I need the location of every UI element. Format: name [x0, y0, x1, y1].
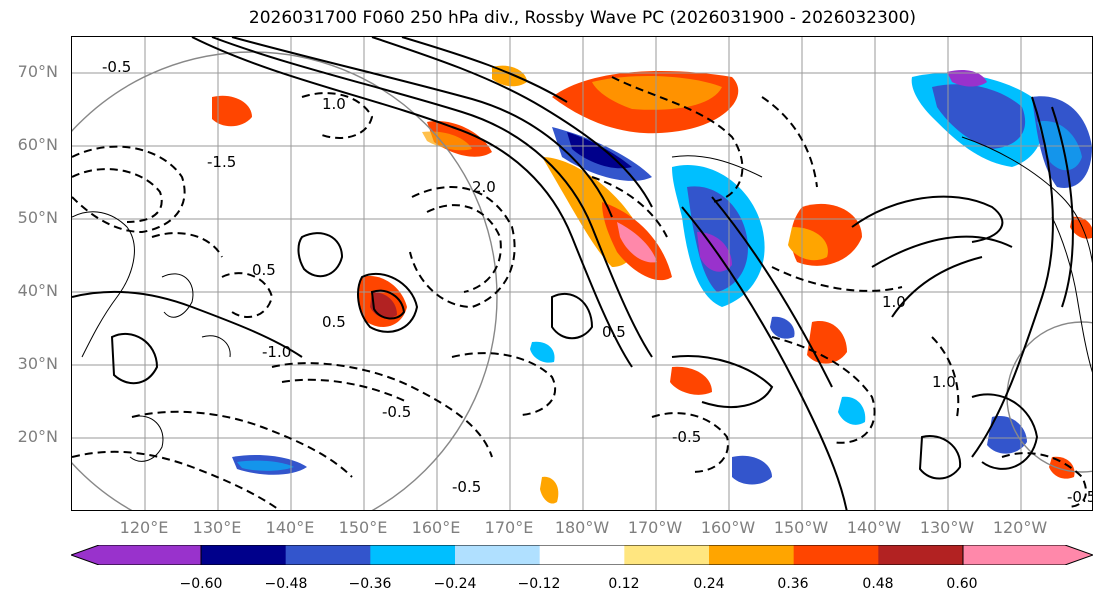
colorbar-cell — [201, 545, 287, 565]
colorbar-cell — [709, 545, 795, 565]
lat-label-50n: 50°N — [17, 208, 58, 227]
contour-labels: -0.5 1.0 -1.5 0.5 -1.0 2.0 -0.5 1.0 0.5 … — [102, 58, 1093, 506]
map-panel: -0.5 1.0 -1.5 0.5 -1.0 2.0 -0.5 1.0 0.5 … — [71, 36, 1093, 511]
contour-label: -0.5 — [452, 478, 481, 496]
lon-label-140w: 140°W — [846, 518, 902, 537]
contour-label: -0.5 — [102, 58, 131, 76]
map-canvas: -0.5 1.0 -1.5 0.5 -1.0 2.0 -0.5 1.0 0.5 … — [72, 37, 1093, 510]
contour-label: 1.0 — [932, 373, 956, 391]
lat-label-40n: 40°N — [17, 281, 58, 300]
graticule — [72, 37, 1092, 510]
colorbar-cells — [200, 545, 964, 565]
colorbar-max-arrow — [962, 545, 1093, 565]
lon-label-170e: 170°E — [484, 518, 534, 537]
colorbar-cell — [793, 545, 879, 565]
colorbar-cell — [455, 545, 541, 565]
colorbar — [71, 545, 1093, 565]
colorbar-tick: −0.36 — [348, 576, 392, 592]
contour-label: 0.5 — [252, 261, 276, 279]
colorbar-min-arrow — [71, 545, 202, 565]
contour-label: 0.5 — [322, 313, 346, 331]
colorbar-tick: 0.24 — [693, 576, 725, 592]
colorbar-cell — [285, 545, 371, 565]
colorbar-tick: 0.60 — [946, 576, 978, 592]
lat-label-70n: 70°N — [17, 62, 58, 81]
colorbar-tick: −0.24 — [433, 576, 477, 592]
contour-label: 1.0 — [882, 293, 906, 311]
lon-label-180w: 180°W — [554, 518, 610, 537]
lon-label-160w: 160°W — [700, 518, 756, 537]
negative-contours — [72, 76, 1087, 510]
lat-label-60n: 60°N — [17, 135, 58, 154]
colorbar-cell — [370, 545, 456, 565]
lon-label-150w: 150°W — [773, 518, 829, 537]
lat-label-20n: 20°N — [17, 427, 58, 446]
colorbar-tick: 0.12 — [608, 576, 640, 592]
lon-label-170w: 170°W — [627, 518, 683, 537]
colorbar-cell — [624, 545, 710, 565]
lon-label-150e: 150°E — [338, 518, 388, 537]
lon-label-130e: 130°E — [192, 518, 242, 537]
contour-label: 0.5 — [602, 323, 626, 341]
contour-label: -0.5 — [1067, 488, 1093, 506]
contour-label: 2.0 — [472, 178, 496, 196]
colorbar-tick: 0.48 — [862, 576, 894, 592]
colorbar-tick: −0.12 — [517, 576, 561, 592]
contour-label: -1.5 — [207, 153, 236, 171]
colorbar-tick: 0.36 — [777, 576, 809, 592]
map-title: 2026031700 F060 250 hPa div., Rossby Wav… — [248, 8, 917, 28]
contour-label: -0.5 — [382, 403, 411, 421]
positive-contours — [72, 37, 1074, 510]
contour-label: -0.5 — [672, 428, 701, 446]
colorbar-cell — [878, 545, 964, 565]
lon-label-140e: 140°E — [265, 518, 315, 537]
colorbar-tick: −0.60 — [179, 576, 223, 592]
coastlines — [72, 136, 1092, 462]
lon-label-120e: 120°E — [119, 518, 169, 537]
lon-label-130w: 130°W — [919, 518, 975, 537]
colorbar-cell — [539, 545, 625, 565]
contour-label: -1.0 — [262, 343, 291, 361]
colorbar-tick: −0.48 — [264, 576, 308, 592]
contour-label: 1.0 — [322, 95, 346, 113]
lon-label-160e: 160°E — [411, 518, 461, 537]
lat-label-30n: 30°N — [17, 354, 58, 373]
lon-label-120w: 120°W — [992, 518, 1048, 537]
